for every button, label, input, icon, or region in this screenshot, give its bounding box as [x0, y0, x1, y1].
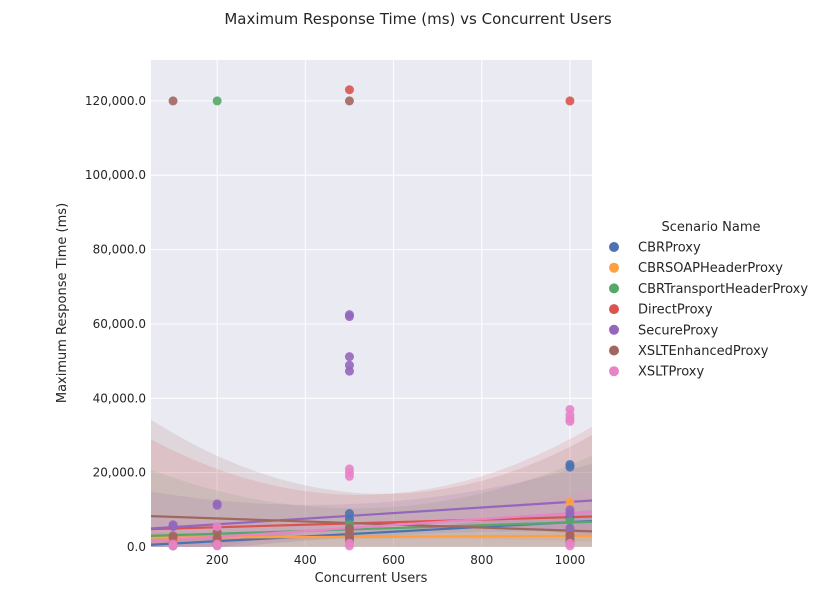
x-axis-ticks: 200 400 600 800 1000 — [206, 553, 586, 567]
x-axis-label: Concurrent Users — [315, 571, 428, 586]
y-tick-label: 20,000.0 — [93, 466, 146, 480]
legend-label: XSLTProxy — [638, 365, 704, 380]
legend-marker — [609, 345, 619, 356]
confidence-band — [151, 419, 592, 547]
legend-marker — [609, 366, 619, 377]
data-point — [565, 523, 575, 533]
data-point — [212, 522, 222, 532]
data-point — [344, 538, 354, 548]
data-point — [344, 509, 354, 519]
legend-marker — [609, 304, 619, 315]
legend-marker — [609, 283, 619, 294]
legend: Scenario Name CBRProxy CBRSOAPHeaderProxy… — [609, 220, 808, 380]
legend-label: CBRProxy — [638, 241, 701, 256]
data-point — [344, 523, 354, 533]
data-point — [565, 497, 575, 507]
legend-label: SecureProxy — [638, 323, 719, 338]
data-point — [168, 539, 178, 549]
data-point — [212, 96, 222, 106]
x-tick-label: 600 — [382, 553, 405, 567]
legend-marker — [609, 242, 619, 252]
data-point — [565, 96, 575, 106]
x-tick-label: 400 — [294, 553, 317, 567]
confidence-band — [151, 426, 592, 547]
data-point — [168, 520, 178, 530]
data-point — [344, 96, 354, 106]
x-tick-label: 1000 — [555, 553, 586, 567]
data-point — [344, 352, 354, 362]
data-point — [168, 531, 178, 541]
data-point — [565, 531, 575, 541]
chart-title: Maximum Response Time (ms) vs Concurrent… — [224, 10, 612, 28]
data-point — [344, 360, 354, 370]
y-tick-label: 80,000.0 — [93, 243, 146, 257]
data-point — [344, 310, 354, 320]
confidence-band — [151, 455, 592, 547]
legend-marker — [609, 324, 619, 335]
data-point — [344, 85, 354, 95]
x-tick-label: 200 — [206, 553, 229, 567]
legend-label: XSLTEnhancedProxy — [638, 344, 769, 359]
legend-label: CBRTransportHeaderProxy — [638, 282, 808, 297]
plot-area — [151, 60, 592, 547]
regression-line — [150, 515, 593, 533]
data-point — [212, 499, 222, 509]
data-point — [344, 531, 354, 541]
data-point — [565, 459, 575, 469]
data-point — [565, 516, 575, 526]
data-point — [565, 505, 575, 515]
y-tick-label: 100,000.0 — [85, 168, 146, 182]
data-point — [344, 464, 354, 474]
regression-line — [150, 499, 593, 530]
regression-line — [150, 520, 593, 537]
regression-line — [150, 510, 593, 543]
legend-label: DirectProxy — [638, 303, 713, 318]
legend-label: CBRSOAPHeaderProxy — [638, 261, 783, 276]
legend-title: Scenario Name — [662, 220, 761, 235]
y-axis-ticks: 0.0 20,000.0 40,000.0 60,000.0 80,000.0 100,0… — [85, 94, 146, 554]
y-tick-label: 60,000.0 — [93, 317, 146, 331]
y-tick-label: 120,000.0 — [85, 94, 146, 108]
data-points — [168, 85, 575, 551]
legend-marker — [609, 262, 619, 273]
y-axis-label: Maximum Response Time (ms) — [55, 203, 70, 403]
x-tick-label: 800 — [470, 553, 493, 567]
grid-lines — [151, 60, 592, 548]
data-point — [168, 96, 178, 106]
y-tick-label: 40,000.0 — [93, 391, 146, 405]
data-point — [212, 539, 222, 549]
y-tick-label: 0.0 — [127, 540, 146, 554]
data-point — [565, 538, 575, 548]
regression-lines — [150, 499, 593, 546]
data-point — [565, 404, 575, 414]
